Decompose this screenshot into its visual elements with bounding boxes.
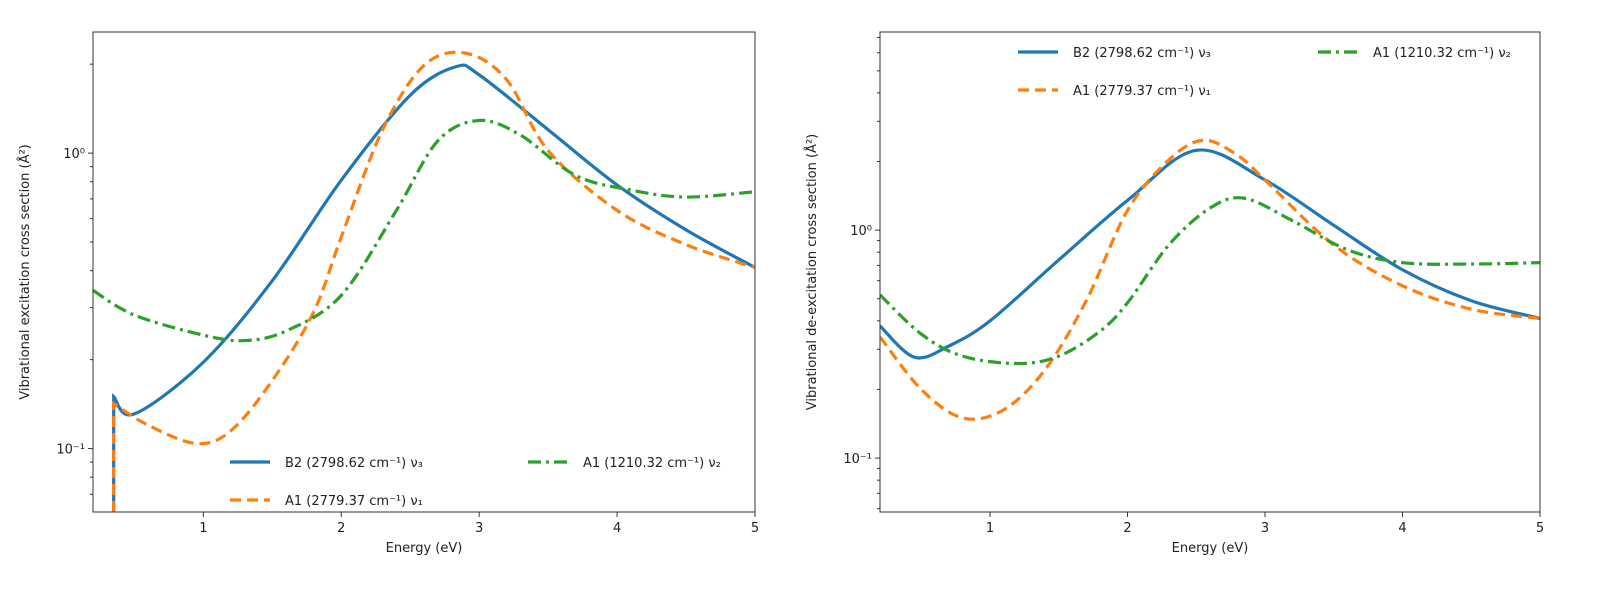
y-axis-label: Vibrational excitation cross section (Å²… bbox=[17, 144, 33, 400]
excitation-chart: 1 2 3 4 5 10⁻¹ 10⁰ Energy (eV) Vibrational excit… bbox=[17, 31, 759, 556]
legend-label-1: A1 (2779.37 cm⁻¹) ν₁ bbox=[285, 494, 423, 509]
x-tick-label: 2 bbox=[1123, 521, 1131, 536]
legend: B2 (2798.62 cm⁻¹) ν₃ A1 (2779.37 cm⁻¹) ν₁… bbox=[230, 456, 721, 509]
series-line-0 bbox=[880, 148, 1540, 360]
legend-label-2: A1 (1210.32 cm⁻¹) ν₂ bbox=[1373, 46, 1511, 61]
x-tick-label: 4 bbox=[613, 521, 621, 536]
x-tick-label: 1 bbox=[199, 521, 207, 536]
series-line-0 bbox=[112, 63, 755, 512]
x-tick-label: 3 bbox=[1261, 521, 1269, 536]
series-line-2 bbox=[880, 196, 1540, 366]
y-tick-label: 10⁰ bbox=[850, 224, 872, 239]
plot-frame bbox=[879, 31, 1541, 513]
x-tick-label: 4 bbox=[1398, 521, 1406, 536]
series-line-1 bbox=[880, 138, 1540, 421]
legend-label-1: A1 (2779.37 cm⁻¹) ν₁ bbox=[1073, 84, 1211, 99]
legend-label-0: B2 (2798.62 cm⁻¹) ν₃ bbox=[285, 456, 423, 471]
x-tick-label: 5 bbox=[1536, 521, 1544, 536]
x-tick-label: 1 bbox=[986, 521, 994, 536]
legend-label-0: B2 (2798.62 cm⁻¹) ν₃ bbox=[1073, 46, 1211, 61]
x-tick-label: 5 bbox=[751, 521, 759, 536]
x-axis-label: Energy (eV) bbox=[1172, 541, 1249, 556]
plot-frame bbox=[92, 31, 756, 513]
y-tick-label: 10⁻¹ bbox=[843, 452, 872, 467]
x-axis-label: Energy (eV) bbox=[386, 541, 463, 556]
legend: B2 (2798.62 cm⁻¹) ν₃ A1 (2779.37 cm⁻¹) ν₁… bbox=[1018, 46, 1511, 99]
y-tick-label: 10⁰ bbox=[63, 147, 85, 162]
series-line-2 bbox=[93, 118, 755, 343]
y-tick-label: 10⁻¹ bbox=[56, 443, 85, 458]
series-line-1 bbox=[112, 50, 755, 512]
y-axis-label: Vibrational de-excitation cross section … bbox=[804, 134, 820, 410]
x-tick-label: 3 bbox=[475, 521, 483, 536]
legend-label-2: A1 (1210.32 cm⁻¹) ν₂ bbox=[583, 456, 721, 471]
de-excitation-chart: 1 2 3 4 5 10⁻¹ 10⁰ Energy (eV) Vibrational de-ex… bbox=[804, 31, 1544, 556]
x-tick-label: 2 bbox=[337, 521, 345, 536]
